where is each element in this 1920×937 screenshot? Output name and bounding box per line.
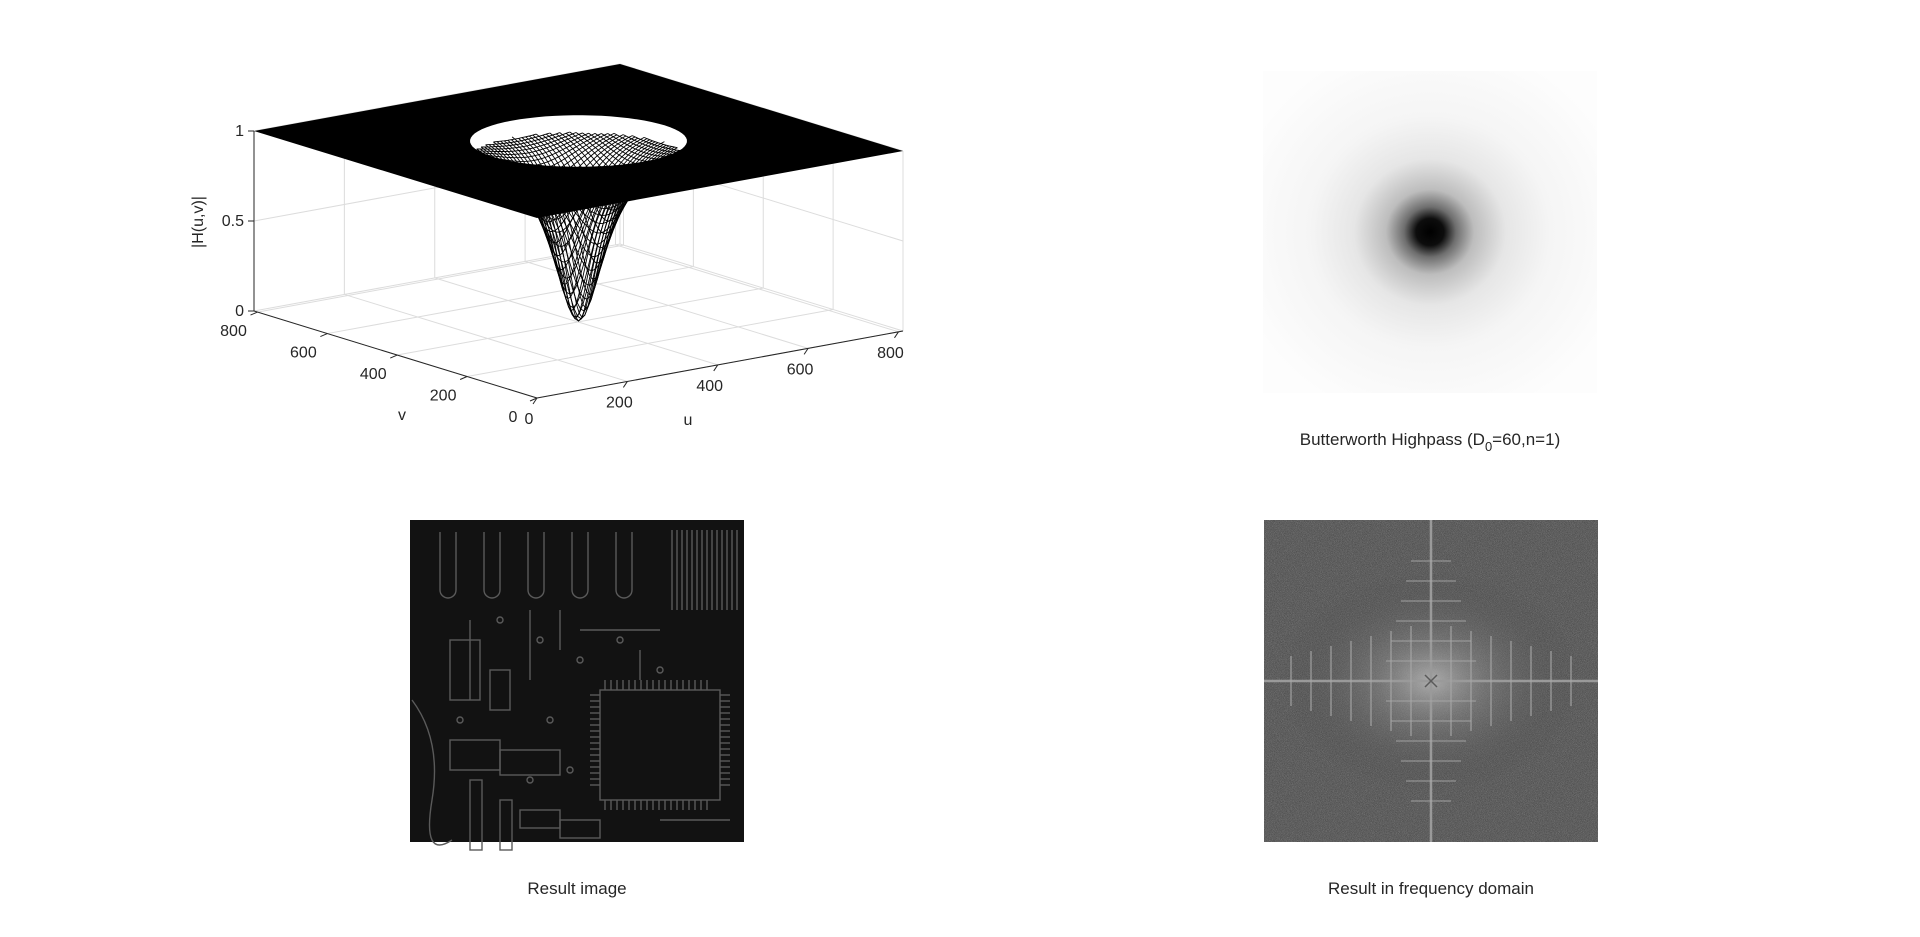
surface-tick-labels: 0 200 400 600 800 0 200 400 600 800 0 0.5 1 <box>220 123 904 428</box>
y-tick-label: 400 <box>360 366 387 383</box>
y-tick-mark <box>390 354 398 359</box>
y-tick-mark <box>459 376 468 380</box>
frequency-spectral-lines <box>1264 520 1598 842</box>
pcb-pad <box>566 766 574 774</box>
pcb-pad <box>656 666 664 674</box>
filter-image <box>1263 71 1597 393</box>
y-tick-label: 600 <box>290 345 317 362</box>
x-tick-mark <box>532 397 538 405</box>
z-tick-label: 1 <box>235 123 244 140</box>
surface-mesh <box>254 64 903 322</box>
x-tick-mark <box>803 348 809 355</box>
z-tick-label: 0.5 <box>222 213 244 230</box>
filter-image-panel: Butterworth Highpass (D0=60,n=1) <box>1263 71 1597 454</box>
pcb-trace <box>571 532 589 599</box>
result-image-title: Result image <box>527 879 626 898</box>
pcb-component <box>499 749 561 776</box>
surface-plot-panel: 0 200 400 600 800 0 200 400 600 800 0 0.5 1 u v |H(u… <box>190 63 904 429</box>
pcb-pad <box>536 636 544 644</box>
pcb-component <box>559 819 601 839</box>
y-tick-label: 800 <box>220 323 247 340</box>
result-image-edges <box>411 530 738 851</box>
frequency-panel: Result in frequency domain <box>1264 520 1598 898</box>
filter-title-rest: =60,n=1) <box>1492 430 1560 449</box>
y-tick-label: 200 <box>430 388 457 405</box>
x-tick-label: 200 <box>606 394 633 411</box>
pcb-trace <box>483 532 501 599</box>
pcb-component <box>469 779 483 851</box>
pcb-trace <box>411 699 453 846</box>
pcb-pad <box>576 656 584 664</box>
z-tick-label: 0 <box>235 303 244 320</box>
frequency-title: Result in frequency domain <box>1328 879 1534 898</box>
y-axis-label: v <box>398 407 406 424</box>
pcb-chip <box>599 689 721 801</box>
pcb-trace <box>439 532 457 599</box>
x-tick-label: 0 <box>525 411 534 428</box>
pcb-trace <box>615 532 633 599</box>
z-axis-label: |H(u,v)| <box>190 196 207 248</box>
result-image <box>410 520 744 842</box>
pcb-component <box>519 809 561 829</box>
pcb-pad <box>616 636 624 644</box>
x-tick-label: 600 <box>787 361 814 378</box>
filter-title-subscript: 0 <box>1485 439 1492 454</box>
y-tick-mark <box>529 397 538 402</box>
y-tick-mark <box>320 333 328 338</box>
x-axis-label: u <box>684 412 693 429</box>
pcb-pad <box>456 716 464 724</box>
filter-title: Butterworth Highpass (D0=60,n=1) <box>1300 430 1560 454</box>
pcb-component <box>449 639 481 701</box>
pcb-pad <box>526 776 534 784</box>
x-tick-mark <box>713 364 719 372</box>
x-tick-mark <box>622 381 628 388</box>
pcb-pad <box>546 716 554 724</box>
pcb-component <box>499 799 513 851</box>
frequency-center-mark <box>1424 674 1438 688</box>
result-image-panel: Result image <box>410 520 744 898</box>
x-tick-label: 400 <box>696 378 723 395</box>
filter-title-main: Butterworth Highpass (D <box>1300 430 1485 449</box>
pcb-trace <box>527 532 545 599</box>
y-tick-label: 0 <box>509 409 518 426</box>
x-tick-mark <box>894 331 899 339</box>
y-tick-mark <box>250 311 258 316</box>
x-tick-label: 800 <box>877 345 904 362</box>
pcb-component <box>489 669 511 711</box>
pcb-pad <box>496 616 504 624</box>
